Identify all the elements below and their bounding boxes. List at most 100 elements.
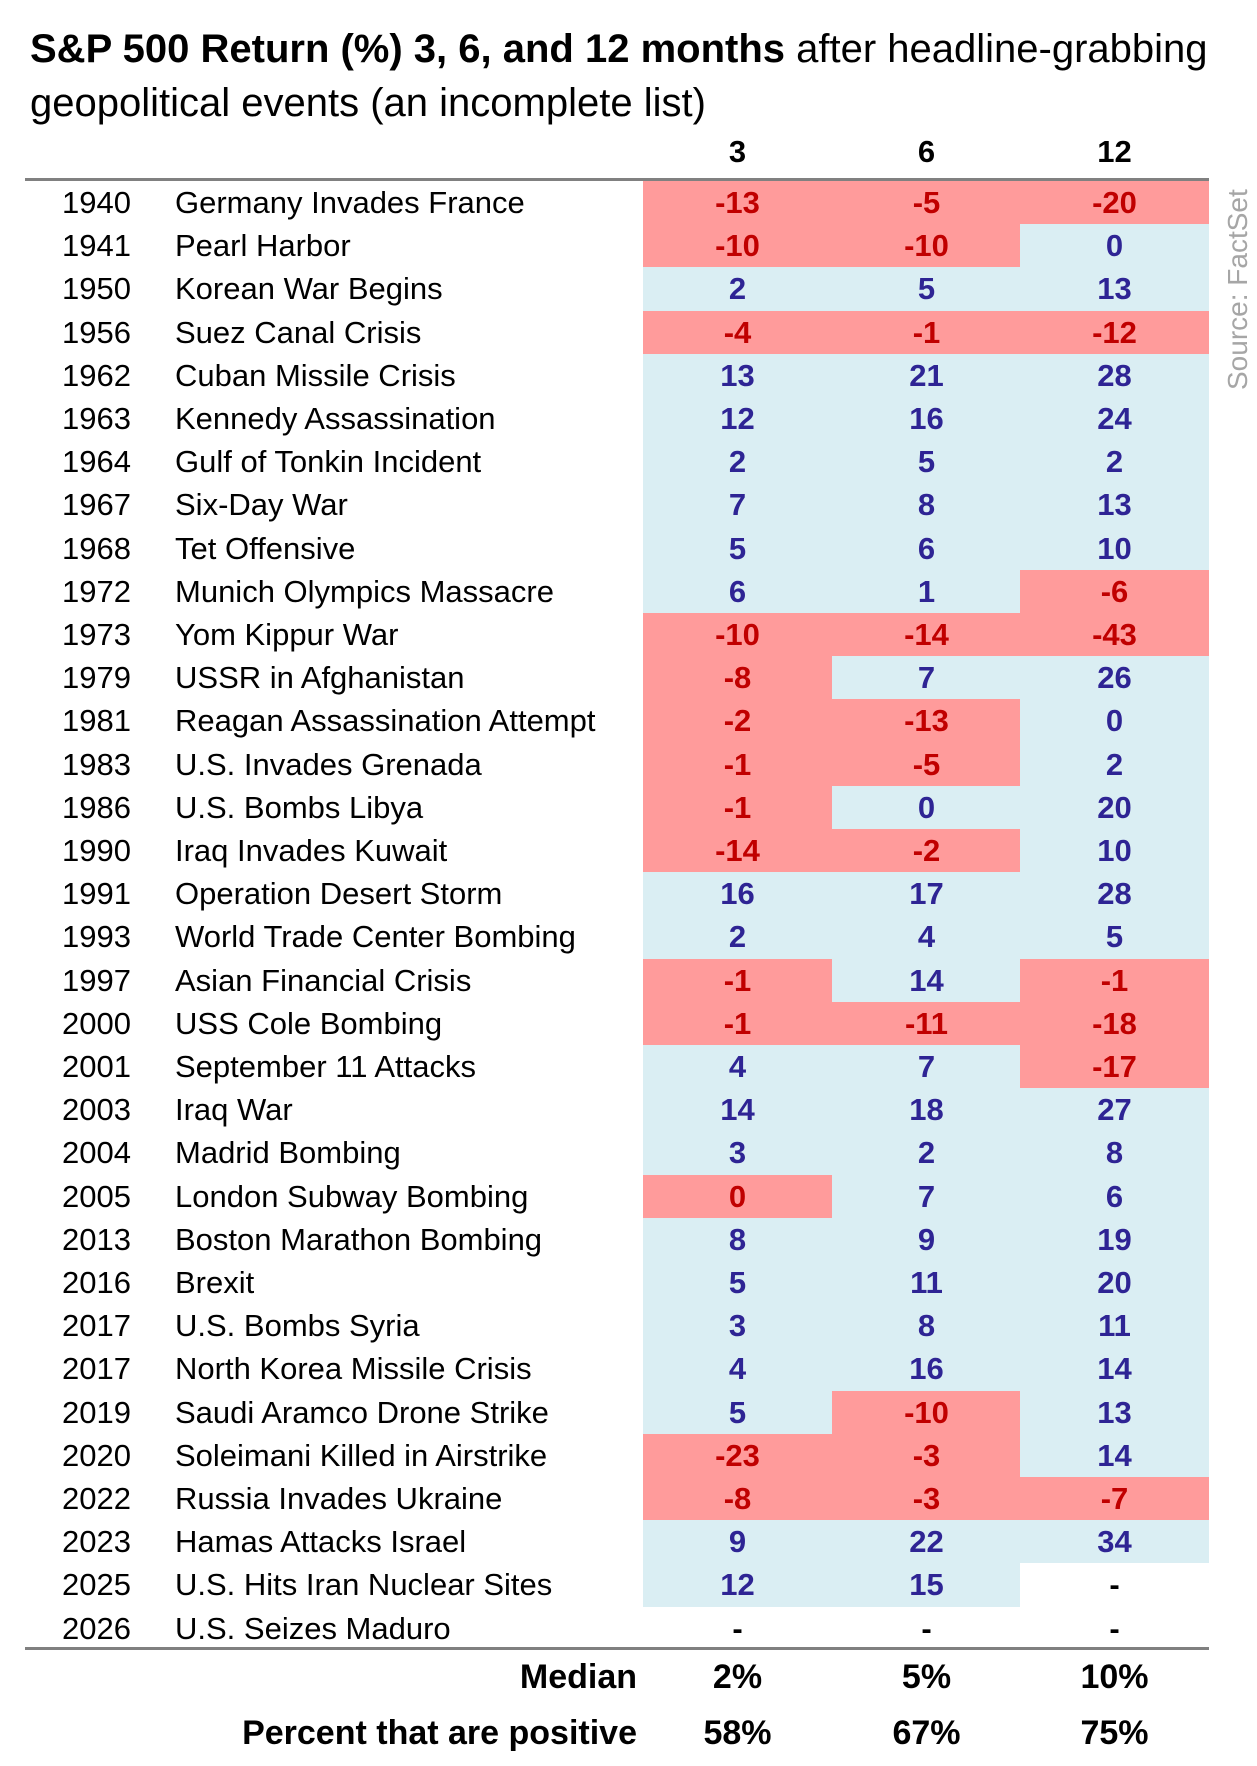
value-cell-12: 8 (1020, 1131, 1209, 1175)
row-event: Soleimani Killed in Airstrike (175, 1437, 548, 1473)
table-row: 1973 Yom Kippur War -10 -14 -43 (0, 613, 1257, 657)
value-cell-3: -23 (643, 1433, 832, 1477)
value-cell-3: 6 (643, 569, 832, 613)
table-row: 1964 Gulf of Tonkin Incident 2 5 2 (0, 440, 1257, 484)
summary-value-6: 67% (892, 1714, 961, 1752)
table-row: 1997 Asian Financial Crisis -1 14 -1 (0, 958, 1257, 1002)
row-year: 1964 (62, 444, 131, 480)
value-cell-3: -13 (643, 181, 832, 225)
row-event: Germany Invades France (175, 185, 525, 220)
value-cell-3: 16 (643, 872, 832, 916)
table-row: 1941 Pearl Harbor -10 -10 0 (0, 224, 1257, 268)
value-cell-6: 7 (832, 1174, 1021, 1218)
value-cell-6: -5 (832, 742, 1021, 786)
table-row: 2013 Boston Marathon Bombing 8 9 19 (0, 1217, 1257, 1261)
row-event: Russia Invades Ukraine (175, 1481, 503, 1516)
row-year: 2016 (62, 1265, 131, 1300)
table-row: 2016 Brexit 5 11 20 (0, 1261, 1257, 1305)
table-row: 1968 Tet Offensive 5 6 10 (0, 526, 1257, 570)
row-year: 1967 (62, 487, 131, 523)
column-header-3: 3 (728, 134, 747, 169)
row-year: 2017 (62, 1308, 131, 1344)
value-cell-12: 20 (1020, 785, 1209, 829)
value-cell-12: 2 (1020, 440, 1209, 484)
row-year: 2013 (62, 1221, 131, 1257)
value-cell-3: 7 (643, 483, 832, 527)
value-cell-6: 0 (832, 785, 1021, 829)
row-event: Iraq Invades Kuwait (175, 833, 448, 868)
value-cell-6: 8 (832, 1304, 1021, 1348)
row-event: U.S. Invades Grenada (175, 746, 482, 782)
row-year: 2003 (62, 1092, 131, 1128)
summary-label: Median (519, 1658, 637, 1696)
value-cell-6: 7 (832, 1045, 1021, 1089)
row-event: Reagan Assassination Attempt (175, 703, 596, 739)
summary-value-12: 75% (1080, 1714, 1149, 1752)
value-cell-3: 3 (643, 1131, 832, 1175)
row-year: 2000 (62, 1005, 131, 1041)
value-cell-12: 0 (1020, 699, 1209, 743)
value-cell-6: 18 (832, 1088, 1021, 1132)
table-row: 1986 U.S. Bombs Libya -1 0 20 (0, 785, 1257, 829)
value-cell-12: -1 (1020, 958, 1209, 1002)
value-cell-3: -4 (643, 310, 832, 354)
table-row: 1983 U.S. Invades Grenada -1 -5 2 (0, 742, 1257, 786)
value-cell-12: 6 (1020, 1174, 1209, 1218)
row-event: U.S. Seizes Maduro (175, 1610, 451, 1646)
table-row: 2022 Russia Invades Ukraine -8 -3 -7 (0, 1477, 1257, 1521)
value-cell-3: -10 (643, 224, 832, 268)
value-cell-6: -1 (832, 310, 1021, 354)
value-cell-3: -14 (643, 829, 832, 873)
row-event: Iraq War (175, 1092, 293, 1128)
value-cell-12: 26 (1020, 656, 1209, 700)
row-event: USS Cole Bombing (175, 1005, 443, 1041)
value-cell-3: -1 (643, 785, 832, 829)
value-cell-3: 2 (643, 267, 832, 311)
value-cell-6: 1 (832, 569, 1021, 613)
row-year: 1986 (62, 789, 131, 825)
row-event: Pearl Harbor (175, 228, 351, 264)
row-year: 1962 (62, 357, 131, 393)
row-event: Six-Day War (175, 487, 348, 523)
value-cell-3: -8 (643, 656, 832, 700)
row-year: 1991 (62, 876, 131, 912)
value-cell-3: 5 (643, 1261, 832, 1305)
table-row: 2023 Hamas Attacks Israel 9 22 34 (0, 1520, 1257, 1564)
row-event: World Trade Center Bombing (175, 919, 576, 955)
value-cell-12: 10 (1020, 526, 1209, 570)
value-cell-12: -7 (1020, 1477, 1209, 1521)
table-row: 2019 Saudi Aramco Drone Strike 5 -10 13 (0, 1390, 1257, 1434)
value-cell-3: -2 (643, 699, 832, 743)
title-rest: after headline-grabbing geopolitical eve… (30, 27, 1208, 125)
value-cell-12: 20 (1020, 1261, 1209, 1305)
value-cell-6: 5 (832, 440, 1021, 484)
row-year: 1950 (62, 271, 131, 307)
table-row: 1991 Operation Desert Storm 16 17 28 (0, 872, 1257, 916)
value-cell-6: -10 (832, 224, 1021, 268)
value-cell-6: 22 (832, 1520, 1021, 1564)
row-year: 2026 (62, 1610, 131, 1646)
row-year: 1963 (62, 401, 131, 436)
row-event: Asian Financial Crisis (175, 962, 472, 998)
table-row: 2020 Soleimani Killed in Airstrike -23 -3 14 (0, 1433, 1257, 1477)
table-row: 2017 North Korea Missile Crisis 4 16 14 (0, 1347, 1257, 1391)
summary-label: Percent that are positive (242, 1714, 637, 1752)
value-cell-3: 2 (643, 915, 832, 959)
value-cell-6: 14 (832, 958, 1021, 1002)
row-year: 2001 (62, 1049, 131, 1084)
value-cell-6: -5 (832, 181, 1021, 225)
value-cell-6: -2 (832, 829, 1021, 873)
value-cell-6: 6 (832, 526, 1021, 570)
table-row: 1963 Kennedy Assassination 12 16 24 (0, 397, 1257, 441)
value-cell-12: -12 (1020, 310, 1209, 354)
value-cell-3: -1 (643, 958, 832, 1002)
value-cell-3: 14 (643, 1088, 832, 1132)
value-cell-6: 16 (832, 1347, 1021, 1391)
row-event: Hamas Attacks Israel (175, 1524, 467, 1560)
row-event: Tet Offensive (175, 530, 356, 566)
row-event: Munich Olympics Massacre (175, 573, 554, 609)
table-row: 2005 London Subway Bombing 0 7 6 (0, 1174, 1257, 1218)
value-cell-6: 7 (832, 656, 1021, 700)
table-row: 1967 Six-Day War 7 8 13 (0, 483, 1257, 527)
value-cell-6: -3 (832, 1433, 1021, 1477)
